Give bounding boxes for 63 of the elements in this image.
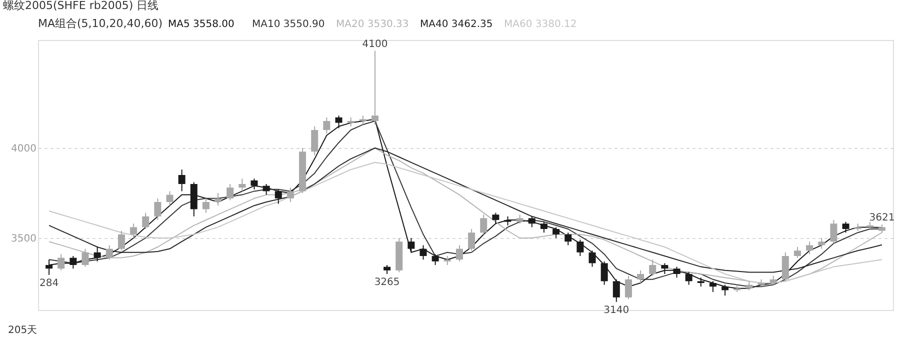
text: MA5 3558.00	[168, 19, 234, 30]
y-tick-label: 4000	[11, 144, 36, 154]
candlestick	[540, 221, 548, 234]
candlestick	[661, 262, 668, 274]
candlestick	[408, 238, 415, 253]
candlestick	[456, 244, 463, 262]
candlestick	[371, 50, 378, 126]
candlestick	[286, 187, 294, 202]
candlestick	[166, 190, 174, 206]
candlestick	[600, 260, 608, 286]
candlestick	[250, 178, 258, 190]
candlestick	[685, 272, 692, 286]
candlestick	[528, 216, 536, 228]
candlestick	[274, 188, 282, 204]
candlestick	[178, 169, 186, 192]
candlestick	[492, 212, 500, 224]
candlestick	[202, 198, 210, 214]
text: MA60 3380.12	[504, 19, 577, 30]
candlestick	[794, 246, 801, 258]
candlestick	[842, 221, 850, 234]
candlestick	[106, 244, 113, 260]
candlestick	[226, 184, 234, 201]
text: 205天	[8, 325, 38, 336]
chart-title: 螺纹2005(SHFE rb2005) 日线	[3, 0, 159, 12]
annotation: 3265	[374, 277, 400, 288]
legend-title: MA组合(5,10,20,40,60)	[38, 17, 163, 30]
candlestick	[130, 223, 138, 238]
candlestick	[311, 126, 318, 156]
text: MA40 3462.35	[420, 19, 493, 30]
annotation: 4100	[362, 38, 388, 50]
candlestick	[576, 239, 584, 256]
candlestick	[564, 232, 572, 246]
candlestick	[649, 259, 656, 276]
candlestick	[480, 214, 488, 235]
candlestick	[432, 254, 439, 266]
candlestick	[588, 250, 596, 268]
candlestick	[420, 244, 427, 260]
candlestick	[782, 252, 789, 282]
annotation: 3140	[604, 304, 630, 316]
y-tick-label: 3500	[11, 234, 36, 244]
candlestick	[624, 275, 632, 300]
candlestick	[238, 178, 246, 192]
candlestick	[552, 226, 560, 238]
candlestick	[262, 184, 270, 196]
candlestick	[637, 270, 644, 284]
candlestick	[154, 198, 162, 220]
candlestick	[118, 230, 125, 252]
candlestick	[818, 238, 826, 250]
text: MA10 3550.90	[252, 19, 325, 30]
candlestick	[142, 212, 150, 230]
candlestick	[806, 241, 814, 255]
candlestick	[82, 248, 89, 268]
candlestick	[94, 246, 101, 262]
candlestick	[323, 116, 330, 134]
candlestick	[58, 254, 65, 271]
text: MA20 3530.33	[336, 19, 409, 30]
candlestick	[468, 228, 476, 252]
candlestick	[214, 192, 222, 206]
candlestick	[673, 266, 680, 278]
candlestick	[70, 256, 77, 270]
annotation: 3621	[869, 212, 895, 224]
candlestick	[830, 220, 838, 244]
annotation: 284	[39, 278, 59, 289]
